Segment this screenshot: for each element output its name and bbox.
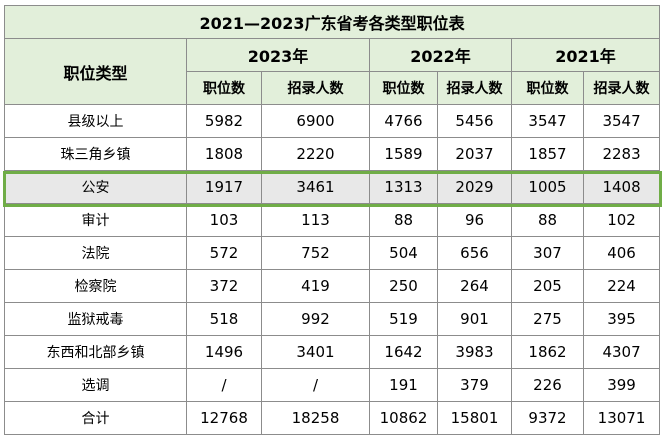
row-value: /: [261, 368, 370, 402]
table-row: 合计 12768 18258 10862 15801 9372 13071: [4, 401, 661, 435]
row-category: 监狱戒毒: [4, 302, 187, 336]
row-value: 3401: [261, 335, 370, 369]
row-value: 1642: [369, 335, 438, 369]
row-category: 东西和北部乡镇: [4, 335, 187, 369]
sub-header-positions: 职位数: [511, 71, 584, 105]
row-value: 992: [261, 302, 370, 336]
year-header-2023: 2023年: [186, 38, 370, 72]
row-category: 选调: [4, 368, 187, 402]
row-value: 2037: [437, 137, 512, 171]
row-value: 113: [261, 203, 370, 237]
year-header-row: 职位类型 2023年 2022年 2021年: [4, 38, 661, 105]
row-value: 1917: [186, 170, 262, 204]
row-value: 3983: [437, 335, 512, 369]
row-value: 18258: [261, 401, 370, 435]
row-value: 1408: [582, 170, 661, 204]
table-title-row: 2021—2023广东省考各类型职位表: [3, 5, 661, 39]
row-value: 226: [511, 368, 584, 402]
row-value: 5456: [437, 104, 512, 138]
row-value: 6900: [261, 104, 370, 138]
table-row: 东西和北部乡镇 1496 3401 1642 3983 1862 4307: [4, 335, 661, 369]
row-value: 102: [582, 203, 661, 237]
row-value: 275: [511, 302, 584, 336]
row-value: 1857: [511, 137, 584, 171]
row-value: 1862: [511, 335, 584, 369]
row-value: 419: [261, 269, 370, 303]
row-value: 1005: [511, 170, 584, 204]
table-row: 珠三角乡镇 1808 2220 1589 2037 1857 2283: [4, 137, 661, 171]
row-category: 合计: [4, 401, 187, 435]
row-value: 572: [186, 236, 262, 270]
table-row: 检察院 372 419 250 264 205 224: [4, 269, 661, 303]
sub-header-hires: 招录人数: [437, 71, 512, 105]
positions-table: 2021—2023广东省考各类型职位表 职位类型 2023年 2022年 202…: [3, 5, 661, 435]
row-value: 3547: [582, 104, 661, 138]
row-value: 406: [582, 236, 661, 270]
sub-header-positions: 职位数: [186, 71, 262, 105]
row-value: 103: [186, 203, 262, 237]
table-row: 公安 1917 3461 1313 2029 1005 1408: [4, 170, 661, 204]
row-value: 15801: [437, 401, 512, 435]
row-value: 2283: [582, 137, 661, 171]
category-header: 职位类型: [4, 38, 187, 105]
row-value: 372: [186, 269, 262, 303]
row-value: 2220: [261, 137, 370, 171]
row-value: 399: [582, 368, 661, 402]
row-value: 1496: [186, 335, 262, 369]
table-row: 选调 //191 379 226 399: [4, 368, 661, 402]
row-value: 901: [437, 302, 512, 336]
row-value: 1313: [369, 170, 438, 204]
row-category: 审计: [4, 203, 187, 237]
row-value: 1808: [186, 137, 262, 171]
row-category: 县级以上: [4, 104, 187, 138]
sub-header-positions: 职位数: [369, 71, 438, 105]
row-value: 5982: [186, 104, 262, 138]
row-value: 4766: [369, 104, 438, 138]
row-value: 224: [582, 269, 661, 303]
year-header-2021: 2021年: [510, 38, 661, 72]
row-value: 10862: [369, 401, 438, 435]
row-value: 96: [437, 203, 512, 237]
row-value: 2029: [437, 170, 512, 204]
row-value: 1589: [369, 137, 438, 171]
table-title: 2021—2023广东省考各类型职位表: [3, 5, 661, 39]
row-value: 752: [261, 236, 370, 270]
table-row: 县级以上 5982 6900 4766 5456 3547 3547: [4, 104, 661, 138]
row-value: 656: [437, 236, 512, 270]
row-value: 3547: [511, 104, 584, 138]
row-category: 法院: [4, 236, 187, 270]
table-row: 法院 572 752 504 656 307 406: [4, 236, 661, 270]
sub-header-hires: 招录人数: [582, 71, 661, 105]
row-value: 13071: [582, 401, 661, 435]
table-row: 审计 103 113 88 96 88 102: [4, 203, 661, 237]
row-value: 3461: [261, 170, 370, 204]
row-value: 88: [511, 203, 584, 237]
row-value: 191: [369, 368, 438, 402]
sub-header-row: 职位数 招录人数 职位数 招录人数 职位数 招录人数: [5, 71, 661, 105]
row-value: 307: [511, 236, 584, 270]
row-value: 379: [437, 368, 512, 402]
row-value: 88: [369, 203, 438, 237]
row-value: /: [186, 368, 262, 402]
row-value: 9372: [511, 401, 584, 435]
row-value: 250: [369, 269, 438, 303]
sub-header-hires: 招录人数: [261, 71, 370, 105]
table-row: 监狱戒毒 518 992 519 901 275 395: [4, 302, 661, 336]
row-value: 395: [582, 302, 661, 336]
row-value: 264: [437, 269, 512, 303]
row-value: 12768: [186, 401, 262, 435]
row-value: 518: [186, 302, 262, 336]
row-category: 珠三角乡镇: [4, 137, 187, 171]
row-value: 504: [369, 236, 438, 270]
row-value: 4307: [582, 335, 661, 369]
row-category: 公安: [4, 170, 187, 204]
row-value: 519: [369, 302, 438, 336]
year-header-2022: 2022年: [369, 38, 512, 72]
row-category: 检察院: [4, 269, 187, 303]
row-value: 205: [511, 269, 584, 303]
